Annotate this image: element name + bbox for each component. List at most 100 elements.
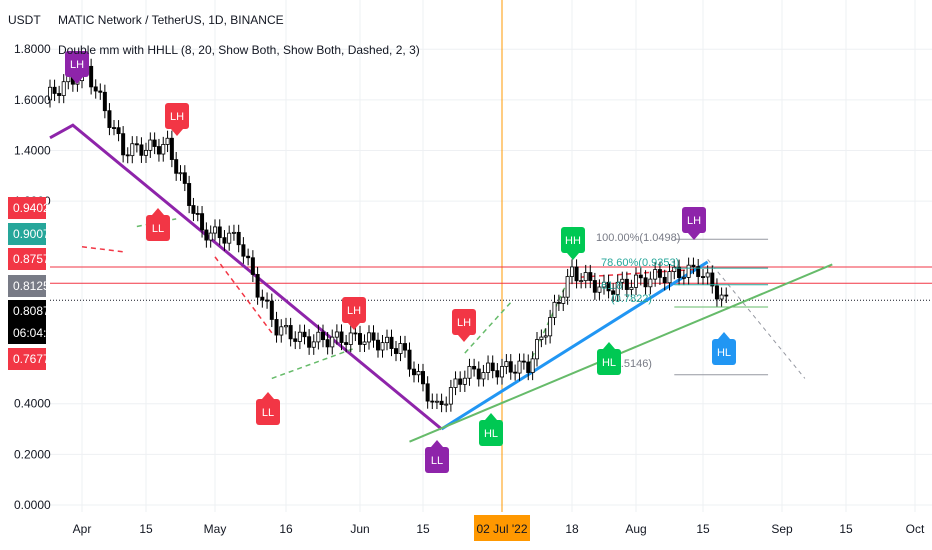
candle-body — [212, 226, 217, 234]
x-tick-label: 15 — [139, 522, 153, 536]
candle-body — [204, 229, 209, 241]
price-tag-label: 0.9007 — [13, 227, 50, 241]
candle-body — [52, 86, 57, 94]
blue-trend-line — [440, 260, 709, 431]
marker-box — [682, 207, 706, 233]
candle-body — [187, 183, 192, 206]
hhll-marker: HH — [561, 227, 585, 260]
chart-header: USDT MATIC Network / TetherUS, 1D, BINAN… — [8, 13, 420, 57]
y-tick-label: 1.8000 — [14, 42, 51, 56]
marker-pointer — [718, 332, 730, 339]
y-tick-label: 0.4000 — [14, 397, 51, 411]
candle-body — [710, 272, 715, 287]
y-tick-label: 0.0000 — [14, 498, 51, 512]
green-zigzag — [464, 301, 512, 354]
green-zigzag — [271, 347, 356, 380]
hhll-marker: LL — [425, 440, 449, 473]
candle-body — [434, 400, 439, 403]
marker-pointer — [71, 77, 83, 84]
candle-body — [565, 276, 570, 298]
candle-body — [543, 335, 548, 338]
x-tick-label: 15 — [696, 522, 710, 536]
candle-body — [476, 368, 481, 380]
candle-body — [556, 301, 561, 304]
marker-pointer — [171, 129, 183, 136]
candle-body — [499, 366, 504, 378]
marker-pointer — [458, 335, 470, 342]
hhll-marker: LH — [452, 309, 476, 342]
candle-body — [156, 146, 161, 155]
fib-label: 100.00%(1.0498) — [596, 232, 680, 244]
candle-body — [57, 93, 62, 96]
x-tick-label: Sep — [771, 522, 793, 536]
candle-body — [112, 127, 117, 129]
candle-body — [430, 400, 435, 403]
candle-body — [191, 205, 196, 214]
candle-body — [696, 266, 701, 277]
candle-body — [274, 319, 279, 336]
hhll-marker: LH — [342, 297, 366, 330]
marker-label: LH — [687, 215, 701, 227]
candle-body — [255, 274, 260, 298]
marker-box — [425, 447, 449, 473]
candle-body — [125, 154, 130, 157]
candle-body — [139, 144, 144, 156]
price-tag: 0.8125 — [8, 275, 50, 297]
candle-body — [325, 339, 330, 348]
price-tag-box — [8, 322, 46, 344]
time-axis[interactable]: Apr 15 May 16 Jun 15 18 Aug 15 Sep 15 Oct 02 Jul '22 — [73, 515, 925, 541]
candle-body — [548, 317, 553, 337]
projection-line — [707, 259, 806, 379]
candle-body — [297, 331, 302, 342]
price-tag: 0.9402 — [8, 197, 50, 219]
candle-body — [375, 339, 380, 351]
candle-body — [366, 332, 371, 343]
marker-pointer — [567, 253, 579, 260]
hhll-marker: HL — [597, 342, 621, 375]
price-tag-box — [8, 300, 46, 322]
marker-box — [65, 51, 89, 77]
y-tick-label: 1.4000 — [14, 144, 51, 158]
candle-body — [634, 274, 639, 288]
candle-body — [481, 372, 486, 380]
candle-body — [353, 332, 358, 335]
candle-body — [624, 278, 629, 290]
candle-body — [302, 331, 307, 338]
candle-body — [293, 338, 298, 342]
candle-body — [121, 133, 126, 156]
marker-label: HH — [565, 235, 581, 247]
candle-body — [648, 278, 653, 288]
candle-body — [552, 301, 557, 318]
candle-body — [371, 332, 376, 341]
candle-body — [411, 368, 416, 376]
candle-body — [357, 333, 362, 345]
candle-body — [169, 137, 174, 160]
candle-body — [407, 349, 412, 370]
fib-label: (0.7822) — [611, 293, 652, 305]
price-tag-box — [8, 348, 46, 370]
candle-body — [653, 269, 658, 280]
marker-label: HL — [602, 357, 616, 369]
marker-pointer — [348, 323, 360, 330]
x-tick-label: May — [204, 522, 227, 536]
x-tick-label: 15 — [839, 522, 853, 536]
hhll-marker: LH — [682, 207, 706, 240]
candle-body — [93, 86, 98, 92]
candle-body — [393, 348, 398, 354]
marker-label: LH — [170, 111, 184, 123]
candle-body — [246, 255, 251, 259]
price-tag-box — [8, 275, 46, 297]
candle-body — [638, 274, 643, 279]
candle-body — [402, 343, 407, 351]
candle-body — [288, 325, 293, 340]
candle-body — [307, 336, 312, 348]
candle-body — [513, 371, 518, 374]
candle-body — [667, 271, 672, 284]
price-axis[interactable]: 1.80001.60001.40001.20000.40000.20000.00… — [8, 42, 60, 512]
candle-body — [98, 90, 103, 93]
candle-body — [389, 336, 394, 349]
candle-body — [241, 244, 246, 257]
candle-body — [48, 86, 53, 101]
candle-body — [217, 226, 222, 239]
